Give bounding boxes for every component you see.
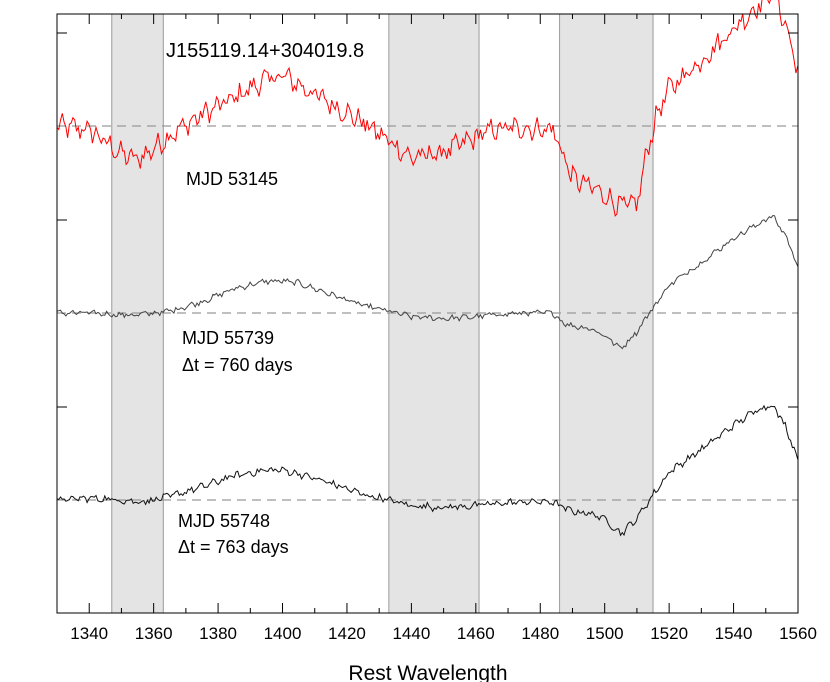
series-lines bbox=[56, 0, 799, 537]
series-3-label: MJD 55748 bbox=[178, 511, 270, 531]
x-tick-label: 1560 bbox=[779, 624, 817, 643]
x-tick-label: 1400 bbox=[264, 624, 302, 643]
chart-title: J155119.14+304019.8 bbox=[166, 40, 364, 62]
y-ticks bbox=[57, 32, 798, 408]
series-2-label: MJD 55739 bbox=[182, 328, 274, 348]
series-labels: J155119.14+304019.8 MJD 53145 MJD 55739 … bbox=[166, 40, 364, 557]
x-tick-label: 1540 bbox=[715, 624, 753, 643]
series-line-2 bbox=[56, 214, 799, 350]
x-tick-label: 1360 bbox=[135, 624, 173, 643]
series-1-label: MJD 53145 bbox=[186, 169, 278, 189]
series-line-1 bbox=[56, 0, 799, 217]
x-tick-label: 1340 bbox=[70, 624, 108, 643]
x-tick-label: 1440 bbox=[392, 624, 430, 643]
x-tick-label: 1500 bbox=[586, 624, 624, 643]
x-tick-label: 1420 bbox=[328, 624, 366, 643]
series-3-annotation: Δt = 763 days bbox=[178, 537, 289, 557]
x-tick-label: 1460 bbox=[457, 624, 495, 643]
plot-frame bbox=[56, 13, 799, 614]
x-ticks: 1340 1360 1380 1400 1420 1440 1460 1480 1500 1520… bbox=[56, 14, 817, 643]
x-tick-label: 1520 bbox=[650, 624, 688, 643]
series-2-annotation: Δt = 760 days bbox=[182, 355, 293, 375]
x-tick-label: 1380 bbox=[199, 624, 237, 643]
x-axis-title: Rest Wavelength bbox=[348, 662, 507, 682]
continuum-lines bbox=[57, 125, 798, 501]
x-tick-label: 1480 bbox=[521, 624, 559, 643]
plot-border bbox=[56, 13, 799, 614]
series-line-3 bbox=[56, 404, 799, 537]
